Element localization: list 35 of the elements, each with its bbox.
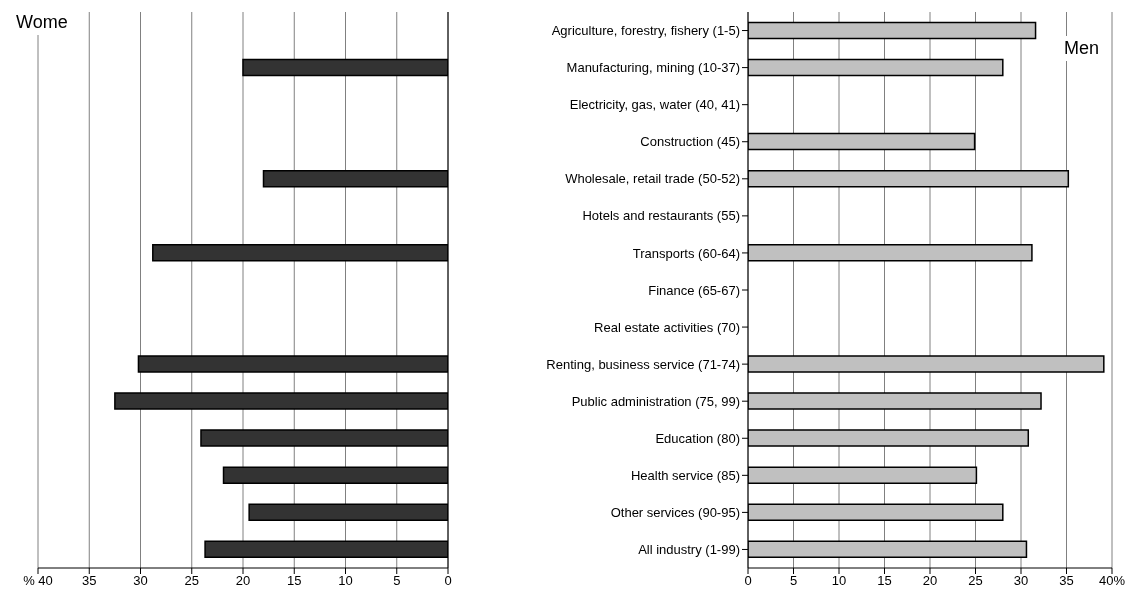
x-tick-label: 10 (831, 573, 847, 589)
y-tick-label: Transports (60-64) (632, 245, 740, 261)
x-tick-label: 25 (184, 573, 199, 589)
x-tick-label: 35 (1059, 573, 1074, 589)
y-tick-label: Other services (90-95) (610, 505, 740, 521)
text: Men (1057, 36, 1105, 61)
x-tick-label: 15 (877, 573, 892, 589)
y-tick-label: Finance (65-67) (648, 282, 740, 298)
x-tick-label: 20 (235, 573, 251, 589)
x-tick-label: 0 (444, 573, 452, 589)
y-tick-label: All industry (1-99) (638, 542, 740, 558)
y-tick-label: Hotels and restaurants (55) (582, 208, 740, 224)
y-tick-label: Wholesale, retail trade (50-52) (565, 171, 740, 187)
x-tick-label: 20 (922, 573, 938, 589)
x-tick-label: 0 (744, 573, 752, 589)
x-tick-label: 35 (82, 573, 97, 589)
y-tick-label: Manufacturing, mining (10-37) (566, 60, 740, 76)
x-tick-label: 15 (287, 573, 302, 589)
y-tick-label: Construction (45) (640, 134, 740, 150)
x-tick-label: % 40 (23, 573, 53, 589)
y-tick-label: Real estate activities (70) (594, 319, 740, 335)
y-tick-label: Electricity, gas, water (40, 41) (569, 97, 740, 113)
x-tick-label: 5 (393, 573, 401, 589)
x-tick-label: 30 (1013, 573, 1029, 589)
y-tick-label: Public administration (75, 99) (571, 393, 740, 409)
x-tick-label: 10 (338, 573, 353, 589)
x-tick-label: 40% (1098, 573, 1126, 589)
y-tick-label: Health service (85) (630, 467, 740, 483)
x-tick-label: 30 (133, 573, 148, 589)
y-tick-label: Agriculture, forestry, fishery (1-5) (551, 23, 740, 39)
x-tick-label: 25 (968, 573, 983, 589)
chart-title: Wome (10, 10, 74, 35)
y-tick-label: Education (80) (655, 430, 740, 446)
y-tick-label: Renting, business service (71-74) (546, 356, 740, 372)
x-tick-label: 5 (789, 573, 798, 589)
